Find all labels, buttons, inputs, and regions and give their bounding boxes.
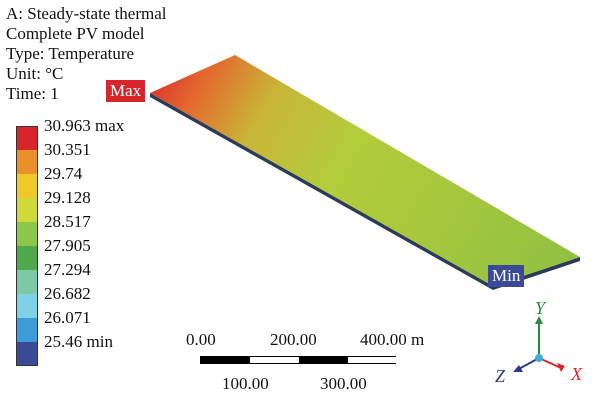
legend-item[interactable]: 27.294 <box>16 260 176 294</box>
legend-item[interactable]: 25.46 min <box>16 332 176 366</box>
result-time: Time: 1 <box>6 84 59 103</box>
legend-label: 26.682 <box>44 284 91 303</box>
axis-z-label: Z <box>495 366 506 386</box>
legend-item[interactable]: 29.74 <box>16 164 176 198</box>
scale-bar-ruler <box>200 356 397 364</box>
pv-panel-edge <box>150 93 493 290</box>
legend-frame <box>16 126 38 366</box>
legend-label: 25.46 min <box>44 332 113 351</box>
result-unit: Unit: °C <box>6 64 64 83</box>
legend-label: 30.963 max <box>44 116 125 135</box>
legend-label: 27.294 <box>44 260 91 279</box>
legend-item[interactable]: 26.682 <box>16 284 176 318</box>
scale-label-400: 400.00 m <box>360 330 425 349</box>
min-probe-label[interactable]: Min <box>488 265 525 287</box>
legend-item[interactable]: 30.963 max <box>16 116 176 150</box>
model-name: Complete PV model <box>6 24 145 43</box>
scale-label-100: 100.00 <box>222 374 269 393</box>
legend-item[interactable]: 29.128 <box>16 188 176 222</box>
legend-label: 30.351 <box>44 140 91 159</box>
max-probe-label[interactable]: Max <box>106 80 146 102</box>
analysis-title: A: Steady-state thermal <box>6 4 167 23</box>
legend-label: 29.74 <box>44 164 83 183</box>
scale-label-0: 0.00 <box>186 330 216 349</box>
pv-panel-surface[interactable] <box>150 55 580 286</box>
legend-label: 29.128 <box>44 188 91 207</box>
axis-y-label: Y <box>535 298 546 318</box>
legend-item[interactable]: 28.517 <box>16 212 176 246</box>
scale-label-200: 200.00 <box>270 330 317 349</box>
scale-label-300: 300.00 <box>320 374 367 393</box>
legend-label: 27.905 <box>44 236 91 255</box>
legend-label: 26.071 <box>44 308 91 327</box>
legend-item[interactable]: 27.905 <box>16 236 176 270</box>
axis-x-label: X <box>571 364 582 384</box>
result-type: Type: Temperature <box>6 44 135 63</box>
axis-triad[interactable]: Y X Z <box>495 298 595 395</box>
scale-bar: 0.00 200.00 400.00 m 100.00 300.00 <box>186 330 446 400</box>
legend-label: 28.517 <box>44 212 91 231</box>
legend-item[interactable]: 30.351 <box>16 140 176 174</box>
result-header: A: Steady-state thermal Complete PV mode… <box>6 4 167 104</box>
axis-triad-icon <box>513 316 565 372</box>
legend-item[interactable]: 26.071 <box>16 308 176 342</box>
